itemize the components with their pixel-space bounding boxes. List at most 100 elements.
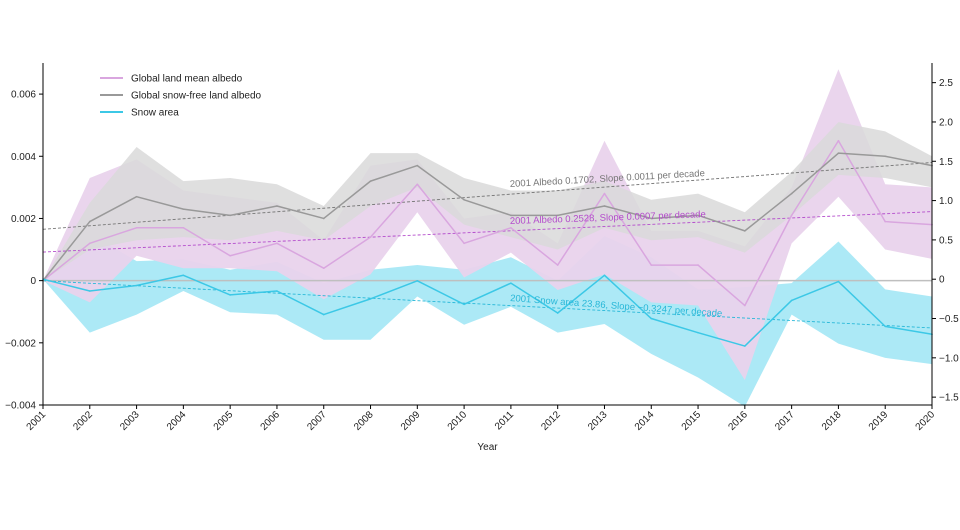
snow-area-point-2005	[229, 294, 231, 296]
x-tick-label-2015: 2015	[680, 409, 704, 433]
x-tick-label-2007: 2007	[305, 409, 329, 433]
snow-area-point-2010	[463, 303, 465, 306]
x-tick-label-2016: 2016	[726, 409, 750, 433]
x-tick-label-2020: 2020	[914, 409, 938, 433]
global-land-mean-albedo-point-2010	[463, 242, 465, 245]
global-snow-free-land-albedo-point-2010	[463, 199, 465, 201]
global-snow-free-land-albedo-point-2003	[135, 195, 138, 198]
snow-area-point-2011	[510, 282, 512, 284]
global-land-mean-albedo-point-2011	[510, 226, 512, 229]
uncertainty-bands	[43, 69, 932, 407]
global-snow-free-land-albedo-legend-label: Global snow-free land albedo	[131, 91, 262, 102]
global-snow-free-land-albedo-point-2009	[416, 164, 419, 167]
global-snow-free-land-albedo-point-2004	[182, 208, 185, 210]
trend-line-3	[42, 280, 933, 329]
global-land-mean-albedo-point-2018	[837, 139, 840, 142]
snow-area-line	[42, 274, 933, 347]
global-land-mean-albedo-point-2002	[88, 242, 91, 245]
global-snow-free-land-albedo-point-2018	[837, 152, 840, 154]
y-left-tick-label-5: 0.006	[11, 90, 36, 101]
x-tick-label-2002: 2002	[71, 409, 95, 433]
y-right-tick-label-7: 2.0	[939, 117, 953, 128]
global-land-mean-albedo-point-2005	[229, 254, 231, 257]
y-left-tick-label-2: 0	[30, 276, 36, 287]
x-axis-label: Year	[477, 442, 498, 453]
x-tick-label-2010: 2010	[446, 409, 470, 433]
y-left-tick-label-1: −0.002	[5, 338, 36, 349]
global-land-mean-albedo-point-2006	[276, 242, 278, 245]
global-land-mean-albedo-point-2007	[322, 267, 325, 270]
trend-line-2	[42, 211, 933, 253]
y-right-tick-label-0: −1.5	[939, 393, 959, 404]
x-tick-label-2009: 2009	[399, 409, 423, 433]
global-snow-free-land-albedo-point-2019	[884, 155, 887, 158]
x-tick-label-2017: 2017	[773, 409, 797, 433]
snow-area-point-2002	[88, 290, 91, 292]
global-land-mean-albedo-line	[42, 139, 933, 307]
global-land-mean-albedo-point-2009	[416, 183, 419, 186]
trend-line-1	[42, 162, 933, 230]
snow-area-point-2014	[650, 317, 653, 320]
global-snow-free-land-albedo-line	[42, 152, 933, 282]
x-tick-label-2001: 2001	[25, 409, 49, 433]
global-land-mean-albedo-point-2013	[603, 192, 606, 195]
trend-lines	[42, 162, 933, 329]
global-snow-free-land-albedo-point-2011	[510, 214, 512, 217]
snow-area-point-2004	[182, 274, 185, 277]
global-land-mean-albedo-point-2019	[884, 220, 887, 223]
snow-area-point-2016	[744, 345, 746, 347]
x-tick-label-2011: 2011	[493, 409, 516, 432]
y-right-tick-label-4: 0.5	[939, 235, 953, 246]
global-snow-free-land-albedo-band	[43, 122, 932, 281]
global-snow-free-land-albedo-point-2014	[650, 217, 653, 220]
global-land-mean-albedo-point-2003	[135, 226, 138, 229]
global-land-mean-albedo-point-2017	[790, 214, 793, 217]
global-land-mean-albedo-legend-label: Global land mean albedo	[131, 74, 243, 85]
x-tick-label-2013: 2013	[586, 409, 610, 433]
snow-area-point-2017	[790, 299, 793, 302]
x-tick-label-2008: 2008	[352, 409, 376, 433]
snow-area-point-2015	[697, 331, 699, 334]
snow-area-legend-label: Snow area	[131, 108, 179, 119]
global-land-mean-albedo-point-2012	[556, 264, 559, 266]
snow-area-point-2019	[884, 325, 887, 328]
snow-area-point-2003	[135, 284, 138, 287]
series-lines	[42, 139, 933, 347]
x-tick-label-2003: 2003	[118, 409, 142, 433]
legend: Global land mean albedo Global snow-free …	[100, 74, 262, 119]
snow-area-point-2009	[416, 279, 419, 282]
y-right-tick-label-3: 0	[939, 275, 945, 286]
global-land-mean-albedo-point-2004	[182, 226, 185, 229]
global-snow-free-land-albedo-point-2013	[603, 205, 606, 207]
snow-area-point-2012	[556, 312, 559, 314]
snow-area-point-2013	[603, 274, 606, 277]
y-right-tick-label-1: −1.0	[939, 353, 959, 364]
snow-area-point-2018	[837, 280, 840, 283]
y-left-tick-label-3: 0.002	[11, 214, 36, 225]
x-tick-label-2012: 2012	[539, 409, 563, 433]
x-tick-label-2006: 2006	[259, 409, 283, 433]
global-snow-free-land-albedo-point-2008	[369, 180, 372, 182]
y-right-tick-label-8: 2.5	[939, 78, 953, 89]
global-snow-free-land-albedo-point-2015	[697, 214, 699, 217]
x-tick-label-2005: 2005	[212, 409, 236, 433]
global-snow-free-land-albedo-point-2017	[790, 192, 793, 195]
x-tick-label-2004: 2004	[165, 409, 189, 433]
global-land-mean-albedo-point-2016	[744, 304, 746, 307]
x-tick-label-2018: 2018	[820, 409, 844, 433]
y-left-tick-label-4: 0.004	[11, 152, 36, 163]
snow-area-point-2007	[322, 313, 325, 316]
global-land-mean-albedo-point-2014	[650, 264, 653, 266]
y-left-tick-label-0: −0.004	[5, 401, 36, 412]
global-snow-free-land-albedo-point-2007	[322, 217, 325, 220]
global-snow-free-land-albedo-point-2012	[556, 214, 559, 217]
x-tick-label-2019: 2019	[867, 409, 891, 433]
x-tick-label-2014: 2014	[633, 409, 657, 433]
y-right-tick-label-2: −0.5	[939, 314, 959, 325]
y-right-tick-label-5: 1.0	[939, 196, 953, 207]
global-snow-free-land-albedo-point-2002	[88, 220, 91, 223]
y-right-tick-label-6: 1.5	[939, 157, 953, 168]
global-snow-free-land-albedo-point-2016	[744, 230, 746, 232]
snow-area-point-2006	[276, 290, 278, 292]
